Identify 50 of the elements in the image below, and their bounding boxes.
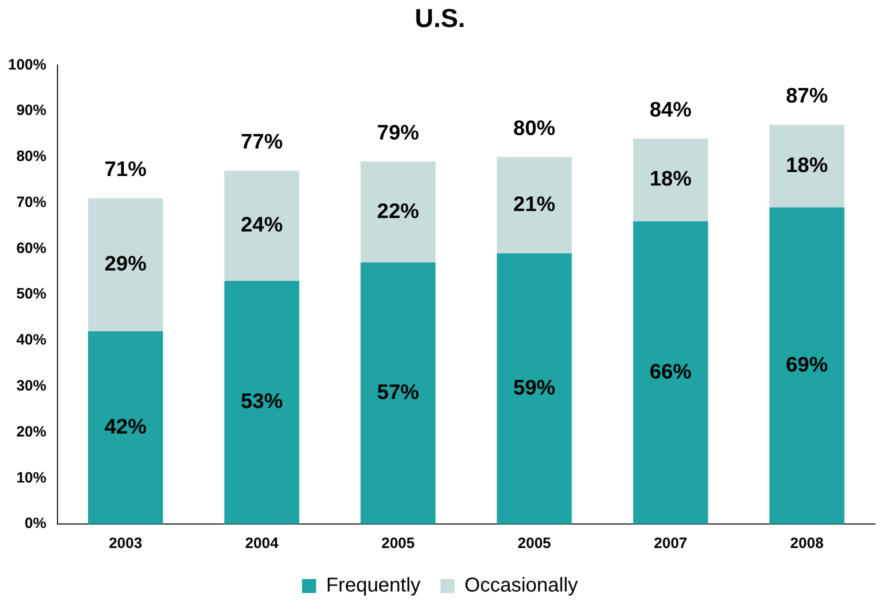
x-tick-label: 2005: [518, 535, 552, 552]
bar: [360, 162, 436, 262]
data-label: 24%: [240, 214, 284, 237]
y-tick-label: 80%: [16, 148, 46, 166]
bar: [633, 221, 708, 524]
bar: [769, 124, 844, 208]
y-tick-label: 70%: [16, 194, 46, 211]
data-label: 57%: [377, 381, 420, 404]
total-label: 87%: [786, 84, 828, 108]
data-label: 18%: [650, 168, 692, 191]
x-tick-label: 2004: [245, 535, 280, 552]
y-tick-label: 100%: [8, 56, 46, 74]
data-label: 21%: [513, 192, 556, 216]
data-label: 69%: [786, 354, 828, 377]
total-label: 79%: [377, 121, 420, 144]
x-tick-label: 2007: [654, 535, 688, 552]
total-label: 77%: [240, 130, 284, 154]
total-label: 80%: [513, 116, 556, 140]
total-label: 84%: [650, 98, 692, 122]
y-tick-label: 0%: [24, 515, 46, 532]
y-tick-label: 90%: [16, 102, 46, 120]
legend-label: Occasionally: [464, 574, 578, 597]
data-label: 18%: [786, 154, 828, 177]
x-tick-label: 2003: [108, 535, 142, 552]
y-tick-label: 10%: [16, 469, 46, 486]
data-label: 42%: [104, 415, 147, 438]
bar: [224, 280, 300, 524]
y-tick-label: 50%: [16, 286, 46, 303]
chart-title: U.S.: [414, 2, 466, 33]
data-label: 29%: [104, 252, 147, 276]
bar: [769, 207, 844, 524]
bar: [360, 262, 436, 524]
data-label: 22%: [377, 200, 420, 223]
bar: [496, 156, 572, 254]
y-tick-label: 40%: [16, 332, 46, 349]
x-tick-label: 2005: [381, 535, 415, 552]
bar: [88, 198, 163, 332]
data-label: 66%: [650, 360, 692, 384]
y-tick-label: 20%: [16, 423, 46, 440]
y-tick-label: 60%: [16, 240, 46, 257]
legend-label: Frequently: [326, 574, 421, 597]
data-label: 59%: [513, 376, 556, 400]
y-tick-label: 30%: [16, 378, 46, 394]
data-label: 53%: [240, 390, 284, 414]
bar: [88, 331, 163, 524]
bar: [633, 138, 708, 222]
x-tick-label: 2008: [790, 535, 824, 552]
bar: [224, 170, 300, 281]
bar: [496, 253, 572, 524]
total-label: 71%: [104, 158, 147, 182]
